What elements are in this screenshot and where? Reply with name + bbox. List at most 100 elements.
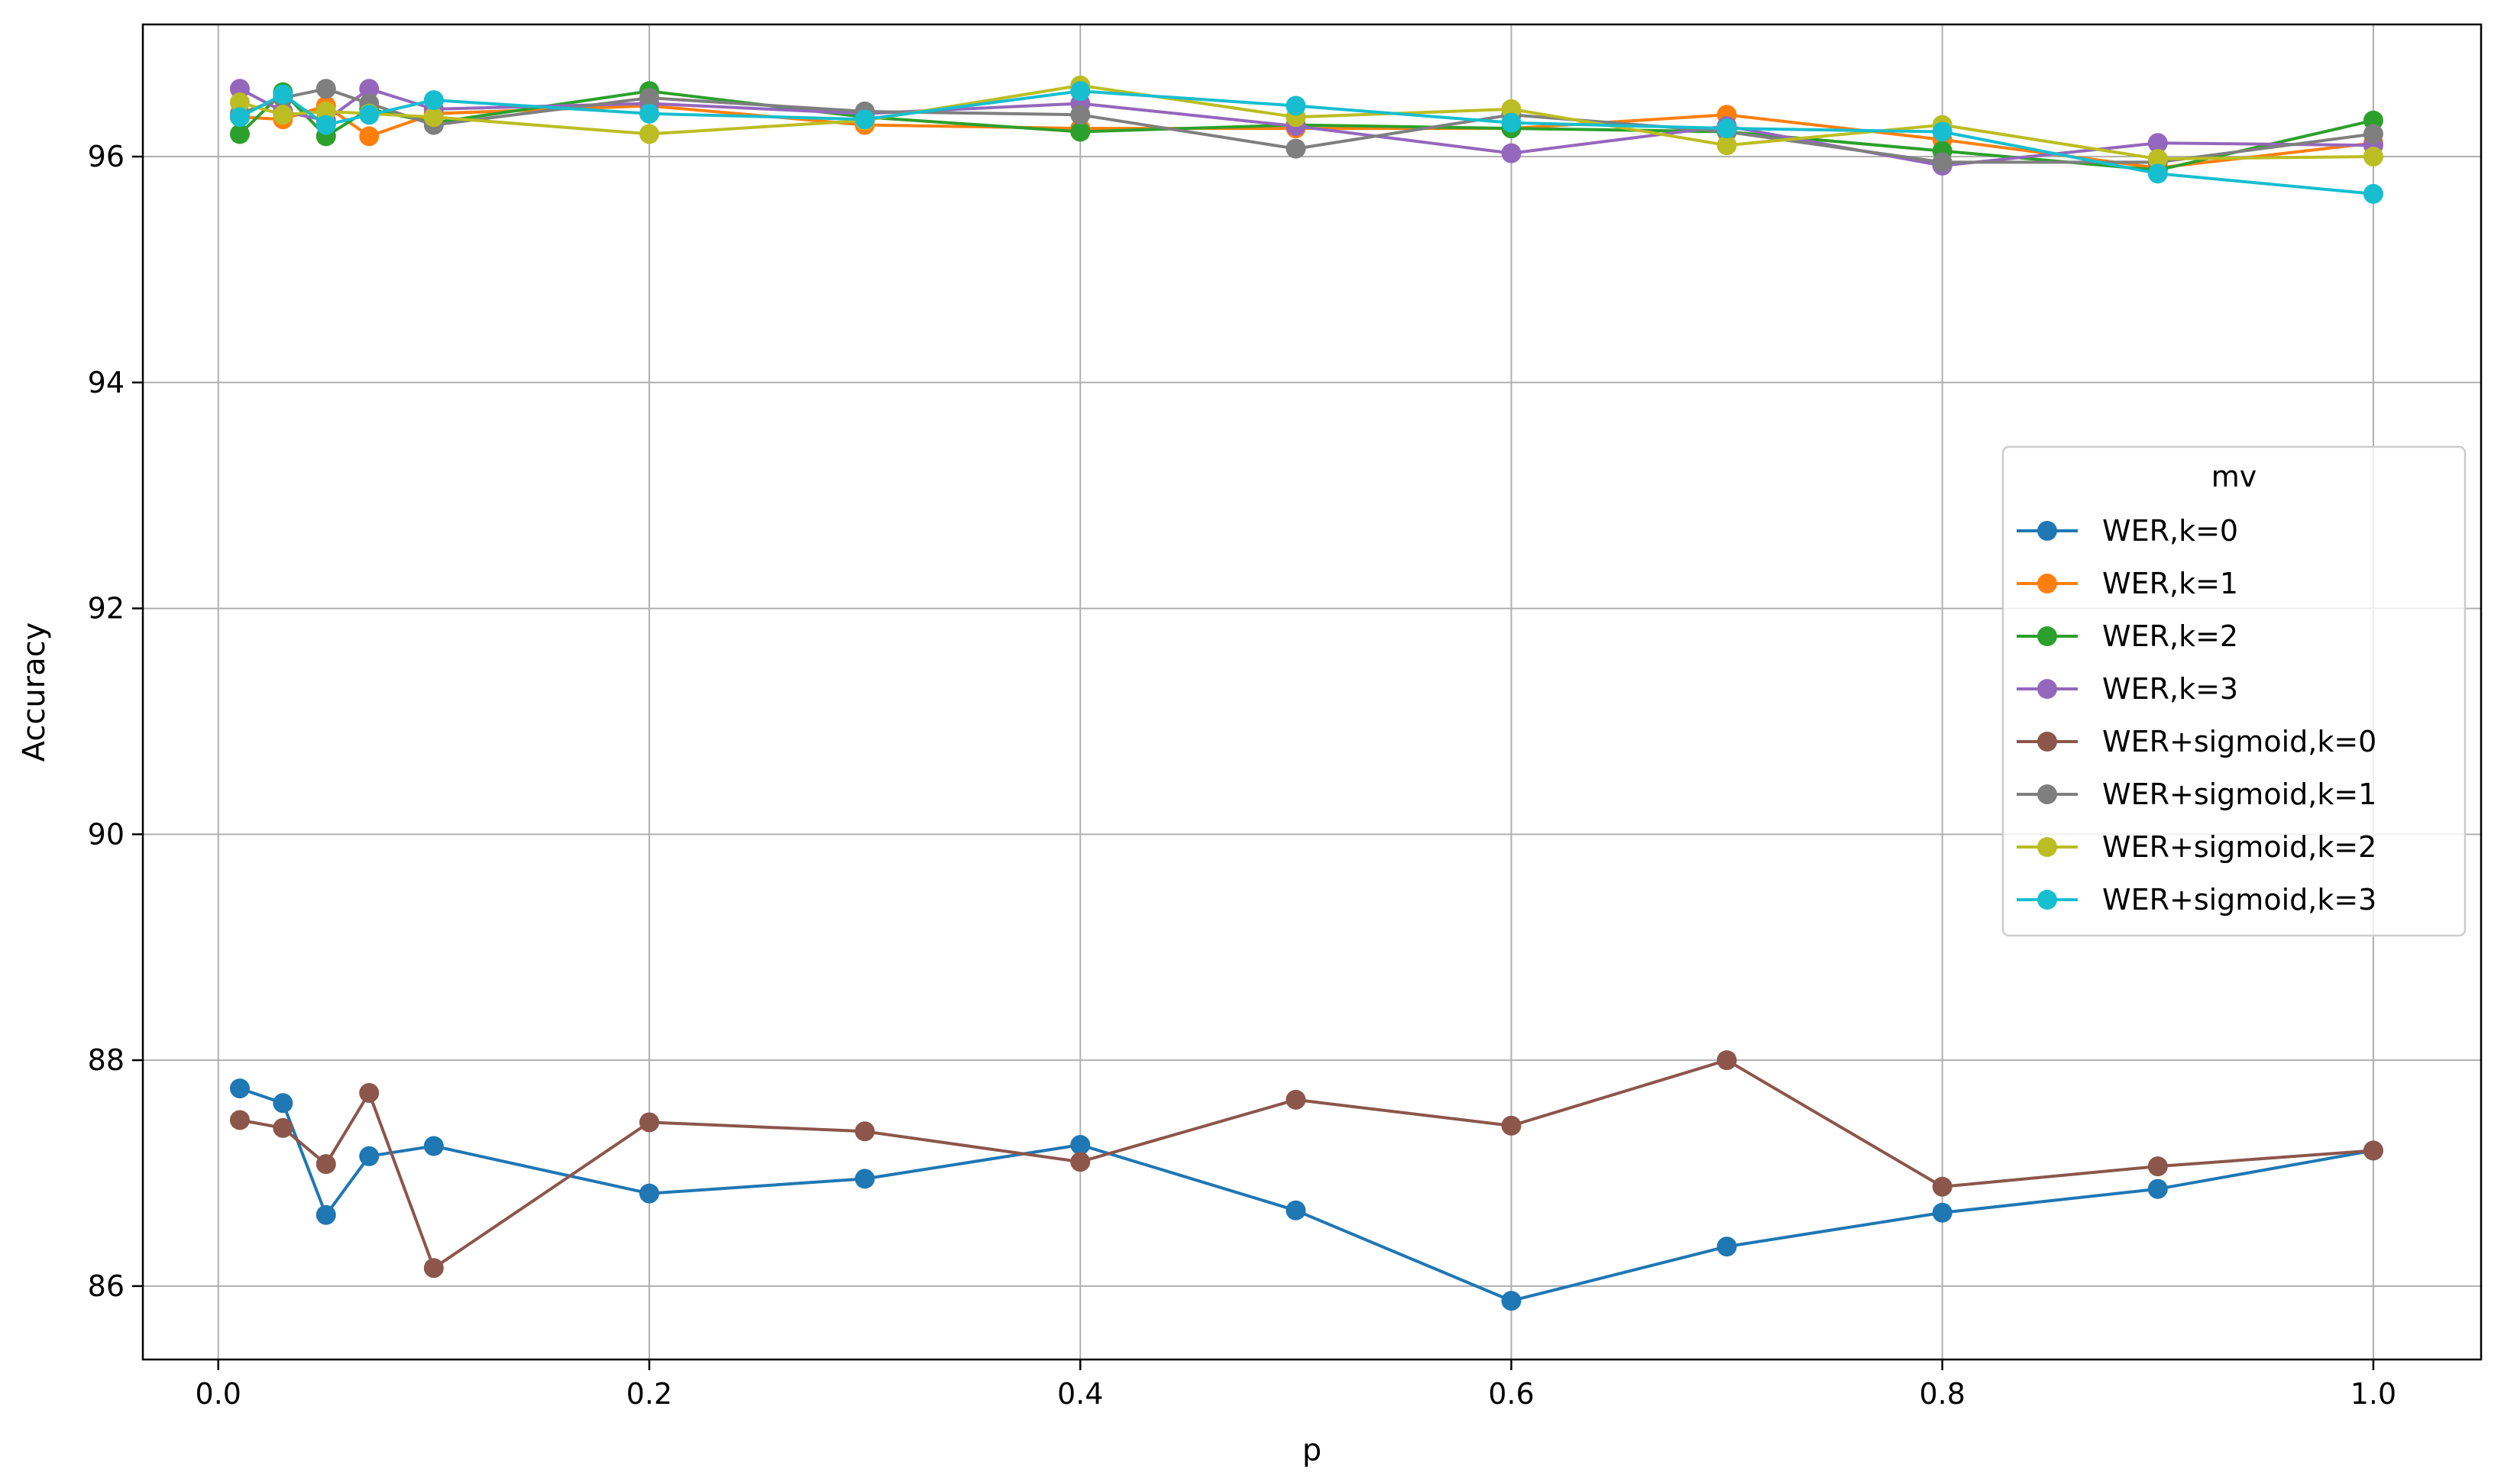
data-point	[315, 79, 336, 99]
data-point	[639, 1112, 659, 1133]
plot-series	[229, 75, 2383, 1311]
data-point	[1286, 1200, 1306, 1221]
legend-item: WER+sigmoid,k=0	[2017, 725, 2376, 758]
legend-swatch-marker	[2037, 574, 2057, 593]
data-point	[273, 1117, 293, 1138]
series-line	[239, 1059, 2374, 1270]
legend-label: WER+sigmoid,k=2	[2102, 830, 2376, 864]
data-point	[273, 105, 293, 125]
legend-entries: WER,k=0 WER,k=1 WER,k=2 WER,k=3 WER+sigmoid,…	[2017, 514, 2376, 917]
data-point	[423, 1136, 444, 1156]
data-point	[423, 1258, 444, 1279]
legend-label: WER,k=0	[2102, 514, 2238, 548]
data-point	[1286, 1089, 1306, 1110]
data-point	[1932, 1176, 1952, 1197]
y-tick-label: 96	[88, 140, 125, 173]
y-tick-label: 94	[88, 366, 125, 399]
data-point	[1070, 81, 1091, 102]
data-point	[229, 107, 250, 128]
data-point	[1070, 1152, 1091, 1172]
x-tick-label: 0.4	[1057, 1377, 1103, 1411]
legend-item: WER,k=3	[2017, 672, 2238, 706]
data-point	[639, 124, 659, 144]
data-point	[315, 1204, 336, 1225]
data-point	[2363, 1140, 2383, 1161]
data-point	[639, 1183, 659, 1204]
y-tick-label: 86	[88, 1269, 125, 1303]
legend-label: WER,k=2	[2102, 619, 2238, 653]
legend-swatch-marker	[2037, 837, 2057, 857]
data-point	[2363, 147, 2383, 167]
legend-item: WER+sigmoid,k=2	[2017, 830, 2376, 864]
legend-label: WER,k=3	[2102, 672, 2238, 706]
x-tick-label: 0.0	[196, 1377, 241, 1411]
y-tick-label: 92	[88, 592, 125, 626]
data-point	[273, 84, 293, 105]
data-point	[855, 1121, 875, 1142]
legend-swatch-marker	[2037, 626, 2057, 646]
legend: mv WER,k=0 WER,k=1 WER,k=2 WER,k=3 WER+sigmo…	[2001, 445, 2467, 937]
legend-swatch-marker	[2037, 784, 2057, 804]
data-point	[229, 1110, 250, 1130]
data-point	[1286, 95, 1306, 116]
legend-box	[2001, 445, 2467, 937]
plot-frame	[141, 23, 2483, 1361]
data-point	[229, 1078, 250, 1099]
y-axis-label: Accuracy	[17, 622, 52, 762]
data-point	[315, 115, 336, 135]
x-tick-label: 0.2	[626, 1377, 672, 1411]
data-point	[1501, 1115, 1522, 1136]
legend-label: WER+sigmoid,k=3	[2102, 883, 2376, 917]
legend-item: WER,k=1	[2017, 567, 2238, 600]
data-point	[423, 107, 444, 128]
x-tick-label: 1.0	[2350, 1377, 2396, 1411]
legend-swatch-marker	[2037, 890, 2057, 910]
data-point	[1070, 105, 1091, 125]
data-point	[2147, 133, 2168, 154]
data-point	[229, 124, 250, 144]
data-point	[1716, 135, 1737, 156]
legend-label: WER+sigmoid,k=0	[2102, 725, 2376, 758]
data-point	[2147, 163, 2168, 184]
legend-label: WER+sigmoid,k=1	[2102, 778, 2376, 811]
data-point	[2363, 124, 2383, 144]
data-point	[1501, 143, 1522, 163]
data-point	[1501, 112, 1522, 133]
axis-ticks: 0.0 0.2 0.4 0.6 0.8 1.0 86 88 90 92 94 96	[88, 140, 2397, 1411]
legend-label: WER,k=1	[2102, 567, 2238, 600]
data-point	[359, 79, 380, 99]
data-point	[2147, 1178, 2168, 1199]
x-tick-label: 0.6	[1488, 1377, 1534, 1411]
data-point	[2363, 183, 2383, 204]
data-point	[1070, 1135, 1091, 1156]
legend-item: WER+sigmoid,k=1	[2017, 778, 2376, 811]
legend-item: WER,k=0	[2017, 514, 2238, 548]
data-point	[1501, 1291, 1522, 1311]
data-point	[2147, 1156, 2168, 1177]
data-point	[359, 105, 380, 125]
legend-swatch-marker	[2037, 679, 2057, 699]
data-point	[1070, 121, 1091, 142]
data-point	[1716, 1237, 1737, 1257]
data-point	[229, 92, 250, 113]
data-point	[359, 126, 380, 147]
data-point	[1932, 1202, 1952, 1223]
series-line	[239, 1087, 2374, 1303]
data-point	[1932, 121, 1952, 142]
legend-swatch-marker	[2037, 521, 2057, 541]
data-point	[423, 90, 444, 111]
x-axis-label: p	[1302, 1433, 1322, 1468]
data-point	[855, 1169, 875, 1189]
series-4	[229, 1050, 2383, 1279]
data-point	[273, 1093, 293, 1114]
legend-title: mv	[2211, 460, 2257, 493]
legend-item: WER,k=2	[2017, 619, 2238, 653]
data-point	[2147, 148, 2168, 169]
legend-item: WER+sigmoid,k=3	[2017, 883, 2376, 917]
data-point	[315, 1154, 336, 1175]
data-point	[855, 109, 875, 130]
series-7	[229, 81, 2383, 204]
data-point	[1716, 1050, 1737, 1071]
y-tick-label: 90	[88, 817, 125, 851]
